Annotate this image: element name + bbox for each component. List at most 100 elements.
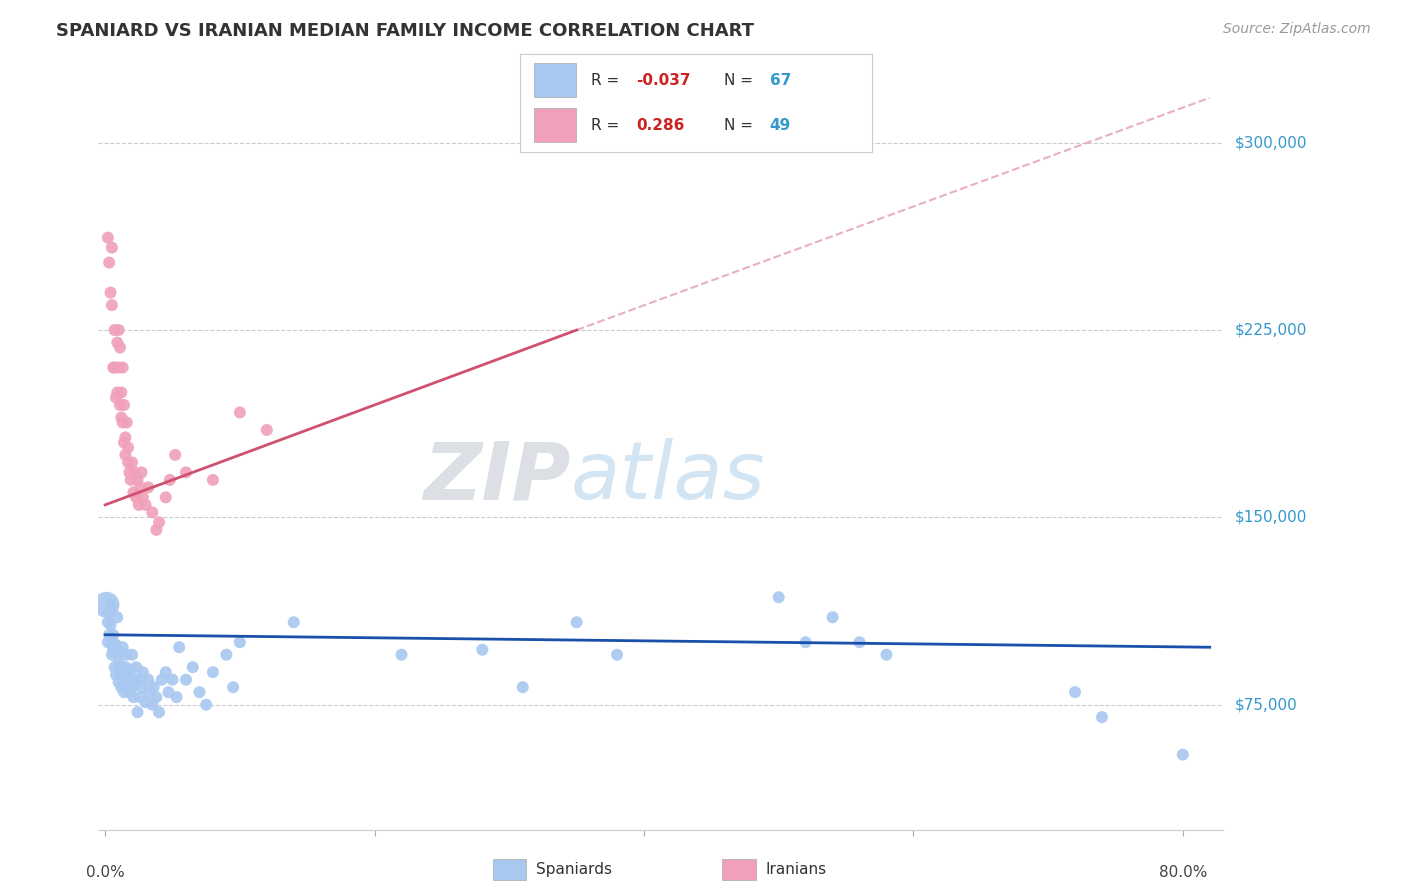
Point [875, 648, 897, 662]
Text: Source: ZipAtlas.com: Source: ZipAtlas.com [1223, 22, 1371, 37]
Bar [492, 859, 526, 880]
Point [97, 615, 120, 630]
Point [105, 610, 128, 624]
Point [122, 485, 145, 500]
Point [165, 448, 187, 462]
Point [122, 690, 145, 705]
Point [174, 466, 197, 480]
Point [142, 680, 165, 694]
Point [101, 298, 124, 312]
Point [821, 610, 844, 624]
Point [117, 667, 139, 681]
Bar [534, 63, 576, 96]
Point [115, 648, 138, 662]
Point [120, 473, 142, 487]
Point [135, 695, 157, 709]
Point [103, 323, 125, 337]
Point [117, 455, 139, 469]
Point [129, 690, 152, 705]
Point [195, 698, 218, 712]
Text: 67: 67 [770, 72, 792, 87]
Point [129, 480, 152, 494]
Point [132, 665, 155, 680]
Text: N =: N = [724, 72, 758, 87]
Point [98, 628, 121, 642]
Text: R =: R = [591, 118, 628, 133]
Point [162, 673, 184, 687]
Text: $75,000: $75,000 [1234, 698, 1298, 712]
Point [181, 660, 204, 674]
Point [127, 473, 149, 487]
Point [166, 690, 188, 705]
Point [100, 617, 122, 632]
Point [150, 673, 173, 687]
Point [794, 635, 817, 649]
Point [125, 491, 148, 505]
Point [103, 360, 125, 375]
Point [215, 648, 238, 662]
Point [118, 685, 141, 699]
Point [167, 640, 190, 655]
Point [135, 498, 157, 512]
Point [1064, 685, 1087, 699]
Point [188, 685, 211, 699]
Point [103, 645, 125, 659]
Text: $225,000: $225,000 [1234, 323, 1306, 337]
Point [114, 660, 136, 674]
Point [136, 480, 159, 494]
Point [155, 665, 177, 680]
Point [127, 705, 149, 719]
Point [138, 685, 160, 699]
Point [131, 680, 153, 694]
Text: 49: 49 [770, 118, 792, 133]
Point [1091, 710, 1114, 724]
Point [103, 628, 125, 642]
Point [121, 455, 143, 469]
Point [112, 435, 135, 450]
Point [107, 360, 129, 375]
Text: N =: N = [724, 118, 758, 133]
Point [115, 416, 138, 430]
Point [110, 667, 132, 681]
Point [201, 473, 224, 487]
Point [101, 648, 124, 662]
Point [159, 473, 181, 487]
Point [157, 685, 180, 699]
Point [222, 680, 245, 694]
Point [145, 690, 167, 705]
Point [145, 523, 167, 537]
Text: 80.0%: 80.0% [1159, 864, 1206, 880]
Point [141, 505, 163, 519]
Point [111, 360, 134, 375]
Point [103, 642, 125, 657]
Point [148, 516, 170, 530]
Point [104, 391, 127, 405]
Point [107, 675, 129, 690]
Text: $300,000: $300,000 [1234, 136, 1306, 150]
Text: Iranians: Iranians [765, 863, 827, 877]
Point [148, 705, 170, 719]
Point [229, 405, 252, 419]
Point [97, 635, 120, 649]
Point [606, 648, 628, 662]
Point [111, 640, 134, 655]
Point [229, 635, 252, 649]
Point [121, 648, 143, 662]
Text: 0.0%: 0.0% [86, 864, 125, 880]
Point [768, 591, 790, 605]
Point [124, 466, 146, 480]
Point [110, 680, 132, 694]
Point [114, 448, 136, 462]
Point [108, 341, 131, 355]
Point [108, 660, 131, 674]
Point [174, 673, 197, 687]
Text: R =: R = [591, 72, 624, 87]
Point [201, 665, 224, 680]
Text: -0.037: -0.037 [637, 72, 690, 87]
Point [111, 663, 134, 677]
Text: Spaniards: Spaniards [536, 863, 612, 877]
Point [104, 667, 127, 681]
Point [105, 385, 128, 400]
Point [103, 360, 125, 375]
Point [131, 466, 153, 480]
